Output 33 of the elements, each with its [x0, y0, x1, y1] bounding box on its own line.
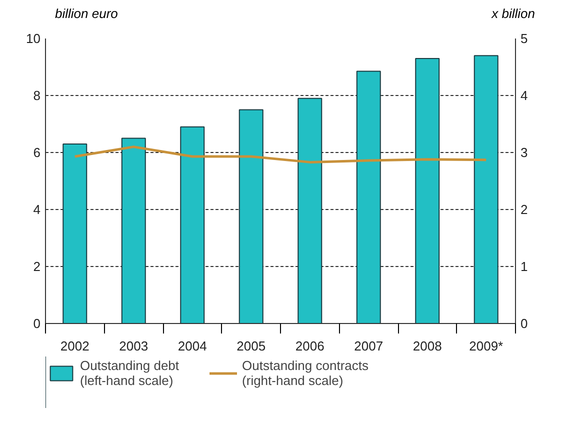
y2-tick-label: 3: [520, 145, 528, 160]
x-tick-label: 2009*: [469, 338, 504, 354]
y2-tick-label: 1: [520, 259, 528, 274]
legend-label: Outstanding debt (left-hand scale): [80, 358, 180, 388]
y-axis-title: billion euro: [55, 5, 118, 23]
bar: [474, 55, 498, 324]
y-tick-label: 2: [33, 259, 41, 274]
x-tick-label: 2005: [236, 338, 266, 354]
y2-tick-label: 5: [520, 31, 528, 46]
bar: [238, 109, 264, 324]
line-series: [74, 146, 488, 164]
legend-label: Outstanding contracts (right-hand scale): [242, 358, 368, 388]
bar: [180, 126, 205, 324]
y2-tick-label: 0: [520, 316, 528, 331]
y2-tick-label: 2: [520, 202, 528, 217]
y-tick-label: 4: [33, 202, 41, 217]
bar: [121, 138, 146, 324]
x-tick-label: 2003: [119, 338, 148, 354]
y-tick-label: 8: [33, 88, 41, 103]
y2-tick-label: 4: [520, 88, 528, 103]
x-tick-label: 2008: [412, 338, 442, 354]
bar: [62, 143, 88, 324]
bar: [298, 98, 322, 324]
x-tick-label: 2002: [60, 338, 90, 354]
bar: [356, 70, 381, 324]
y-tick-label: 6: [33, 145, 41, 160]
y2-axis-title: x billion: [492, 5, 535, 23]
x-tick-label: 2004: [178, 338, 207, 354]
y-tick-label: 10: [26, 31, 41, 46]
x-tick-label: 2006: [295, 338, 324, 354]
y-tick-label: 0: [33, 316, 41, 331]
bar: [415, 58, 440, 324]
x-tick-label: 2007: [354, 338, 384, 354]
